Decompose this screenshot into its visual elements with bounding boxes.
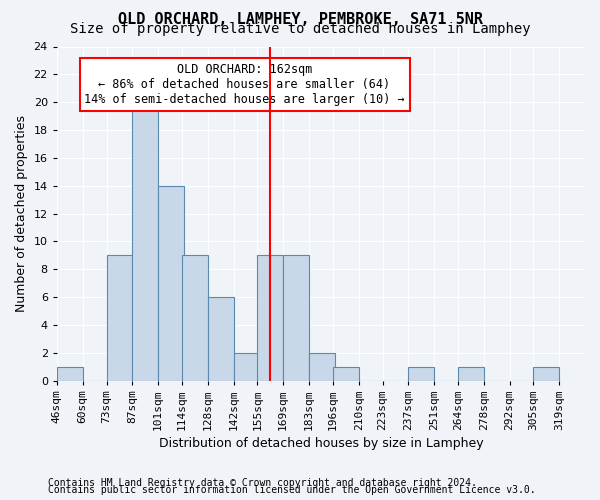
Bar [333,366,359,380]
Bar [233,352,259,380]
Text: Size of property relative to detached houses in Lamphey: Size of property relative to detached ho… [70,22,530,36]
Bar [57,366,83,380]
Bar [309,352,335,380]
Bar [283,256,309,380]
Bar [257,256,283,380]
Bar [107,256,132,380]
Bar [208,297,233,380]
Bar [409,366,434,380]
Text: OLD ORCHARD, LAMPHEY, PEMBROKE, SA71 5NR: OLD ORCHARD, LAMPHEY, PEMBROKE, SA71 5NR [118,12,482,28]
Bar [132,102,158,380]
Text: Contains HM Land Registry data © Crown copyright and database right 2024.: Contains HM Land Registry data © Crown c… [48,478,477,488]
Text: OLD ORCHARD: 162sqm
← 86% of detached houses are smaller (64)
14% of semi-detach: OLD ORCHARD: 162sqm ← 86% of detached ho… [84,63,405,106]
Bar [182,256,208,380]
Y-axis label: Number of detached properties: Number of detached properties [15,115,28,312]
Bar [458,366,484,380]
X-axis label: Distribution of detached houses by size in Lamphey: Distribution of detached houses by size … [158,437,483,450]
Text: Contains public sector information licensed under the Open Government Licence v3: Contains public sector information licen… [48,485,536,495]
Bar [158,186,184,380]
Bar [533,366,559,380]
